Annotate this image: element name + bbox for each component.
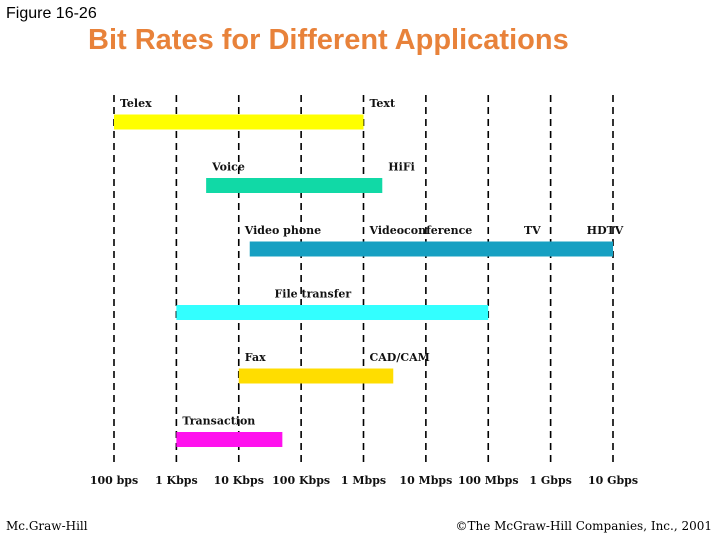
bar-label-3-0: File transfer xyxy=(275,288,352,301)
bar-label-2-1: Videoconference xyxy=(369,224,473,237)
bar-2 xyxy=(249,241,613,257)
bar-label-2-3: HDTV xyxy=(587,224,624,237)
footer-copyright: ©The McGraw-Hill Companies, Inc., 2001 xyxy=(455,519,713,533)
bar-3 xyxy=(176,305,489,320)
bar-label-2-0: Video phone xyxy=(244,224,321,237)
bar-4 xyxy=(238,368,394,384)
bar-label-5-0: Transaction xyxy=(182,415,255,428)
bar-label-1-1: HiFi xyxy=(388,161,415,174)
tick-label-7: 1 Gbps xyxy=(529,474,571,487)
bar-5 xyxy=(176,432,283,447)
tick-label-4: 1 Mbps xyxy=(341,474,386,487)
bar-label-2-2: TV xyxy=(524,224,541,237)
tick-label-0: 100 bps xyxy=(90,474,138,487)
tick-label-6: 100 Mbps xyxy=(458,474,519,487)
tick-label-3: 100 Kbps xyxy=(272,474,330,487)
tick-label-1: 1 Kbps xyxy=(155,474,198,487)
page-title: Bit Rates for Different Applications xyxy=(88,24,569,56)
bar-1 xyxy=(206,178,383,193)
bar-label-0-0: Telex xyxy=(120,97,152,110)
bar-label-0-1: Text xyxy=(370,97,396,110)
tick-label-5: 10 Mbps xyxy=(399,474,452,487)
bar-label-1-0: Voice xyxy=(211,161,245,174)
bar-0 xyxy=(114,114,364,130)
bar-label-4-0: Fax xyxy=(245,351,266,364)
figure-label: Figure 16-26 xyxy=(6,5,97,22)
bar-label-4-1: CAD/CAM xyxy=(370,351,430,364)
footer-publisher: Mc.Graw-Hill xyxy=(6,519,88,533)
tick-label-8: 10 Gbps xyxy=(588,474,638,487)
tick-label-2: 10 Kbps xyxy=(214,474,264,487)
